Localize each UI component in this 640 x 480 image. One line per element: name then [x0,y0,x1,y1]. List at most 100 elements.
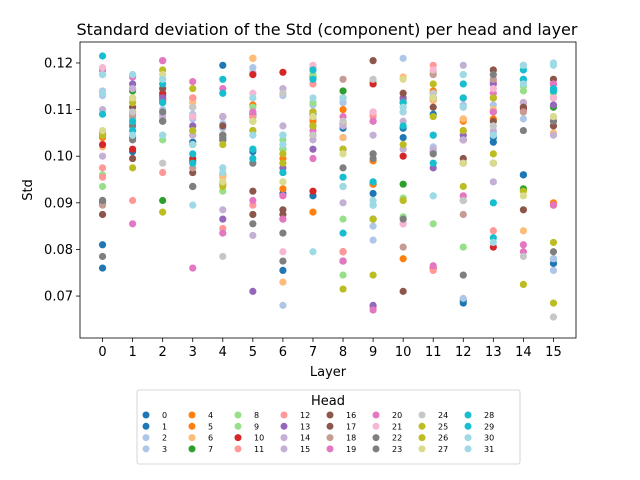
x-tick-label: 14 [515,345,532,360]
x-tick-label: 4 [219,345,227,360]
legend-label: 0 [162,411,167,420]
data-point [459,136,467,144]
data-point [339,150,347,158]
series-head-9 [98,68,558,279]
data-point [519,61,527,69]
data-point [429,80,437,88]
data-point [219,131,227,139]
data-point [129,85,137,93]
series-head-20 [98,57,558,314]
data-point [489,238,497,247]
data-point [219,122,227,130]
data-point [339,215,347,223]
x-tick-label: 10 [395,345,412,360]
data-point [399,243,407,251]
y-tick-label: 0.10 [44,150,73,165]
data-point [459,103,467,111]
data-point [98,152,107,160]
legend-marker [142,445,150,453]
data-point [489,94,497,102]
data-point [159,208,167,216]
data-point [459,159,467,167]
series-head-21 [98,61,558,256]
data-point [279,278,287,286]
legend-marker [372,434,380,442]
data-point [339,75,347,83]
data-point [489,159,497,167]
data-point [339,173,347,181]
data-point [159,131,167,139]
data-point [459,182,467,191]
data-point [549,87,558,95]
x-tick-label: 1 [128,345,136,360]
data-point [189,140,197,149]
data-point [459,80,467,88]
data-point [369,108,377,116]
data-point [159,98,167,107]
data-point [459,71,467,79]
data-point [369,57,377,65]
data-point [519,227,527,235]
data-point [159,196,167,205]
data-point [249,187,257,195]
data-point [519,280,527,288]
series-head-22 [98,89,558,279]
data-point [339,94,347,102]
x-tick-label: 8 [339,345,347,360]
data-point [459,210,467,219]
x-tick-label: 11 [425,345,442,360]
legend-marker [142,411,150,419]
data-point [519,241,527,249]
plot-area-frame [79,41,577,339]
legend-marker [142,422,150,430]
data-point [309,145,317,153]
y-tick-label: 0.07 [44,290,73,305]
legend-marker [418,445,426,453]
series-head-15 [98,61,558,240]
series-head-31 [98,61,558,209]
data-point [279,248,287,256]
data-point [279,266,287,275]
legend-label: 2 [162,434,167,443]
chart-title: Standard deviation of the Std (component… [77,20,578,39]
series-head-14 [98,94,558,214]
data-point [279,301,287,309]
data-point [399,89,407,97]
legend-marker [234,411,242,419]
data-point [549,112,558,121]
legend-label: 29 [484,422,494,431]
data-point [309,122,317,130]
x-axis-ticks: 0 1 2 3 4 5 6 7 8 9 10 11 12 13 14 15 [98,338,562,360]
legend-label: 11 [254,445,264,454]
legend-marker [142,434,150,442]
legend-label: 6 [208,434,213,443]
data-point [399,140,407,149]
series-head-18 [98,71,558,251]
data-point [489,178,497,186]
data-point [369,75,377,83]
data-point [459,115,467,123]
data-point [309,187,317,195]
legend-label: 8 [254,411,259,420]
x-tick-label: 3 [189,345,197,360]
data-point [459,126,467,135]
data-point [129,94,137,102]
data-point [429,131,437,139]
series-head-5 [98,54,558,209]
series-head-27 [98,71,558,205]
legend-marker [464,422,472,430]
legend-marker [464,411,472,419]
legend: Head 01234567891011121314151617181920212… [136,389,521,465]
data-point [279,257,287,265]
data-point [489,138,497,146]
data-point [98,52,107,60]
series-head-16 [98,57,558,295]
data-point [339,182,347,191]
data-point [369,196,377,205]
data-point [399,255,407,263]
data-point [399,180,407,188]
legend-marker [418,422,426,430]
legend-marker [188,411,196,419]
data-point [489,131,497,139]
